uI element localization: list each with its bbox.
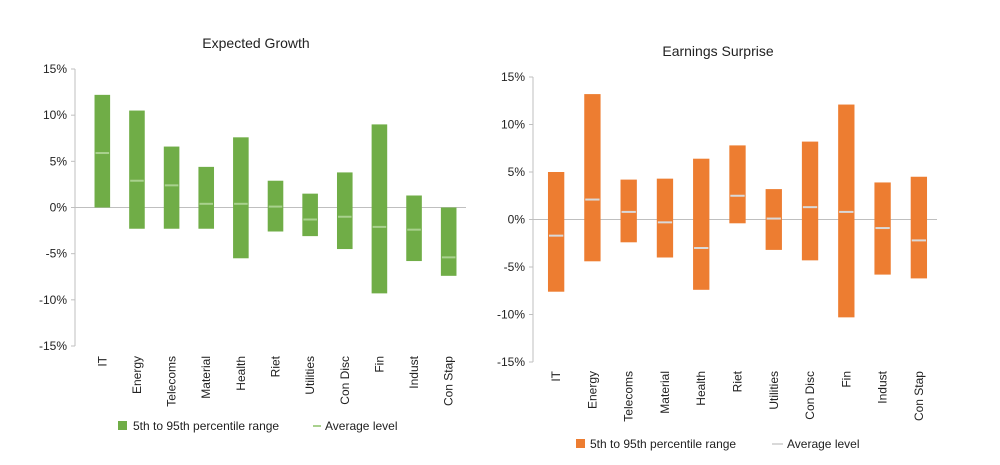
range-bar: [163, 146, 180, 229]
range-bar: [198, 166, 215, 229]
earnings-surprise-chart: Earnings Surprise 15% 10% 5% 0% -5% -10% -15% IT…: [497, 43, 937, 451]
category-label: Energy: [585, 371, 599, 409]
y-tick-label: 10%: [43, 108, 67, 122]
category-label: Riet: [731, 370, 745, 392]
range-bar: [440, 207, 457, 276]
range-bar: [406, 195, 422, 262]
range-bar: [910, 176, 928, 279]
y-tick-label: 15%: [43, 62, 67, 76]
y-tick-label: -10%: [497, 308, 525, 322]
y-tick-label: 5%: [508, 165, 526, 179]
range-bar: [547, 172, 565, 292]
legend-range-swatch: [118, 421, 127, 430]
y-tick-label: 5%: [50, 154, 68, 168]
category-label: Health: [234, 356, 248, 391]
expected-growth-chart: Expected Growth 15% 10% 5% 0% -5% -10% -15% IT En…: [39, 35, 466, 433]
category-label: Fin: [372, 356, 386, 373]
category-label: Con Stap: [442, 356, 456, 406]
chart-title: Expected Growth: [202, 35, 309, 51]
range-bar: [801, 141, 819, 261]
category-label: Indust: [876, 370, 890, 403]
legend-range-swatch: [576, 439, 585, 448]
range-bar: [302, 193, 318, 237]
y-tick-label: -5%: [504, 260, 526, 274]
category-label: Indust: [407, 355, 421, 388]
category-label: Telecoms: [165, 356, 179, 407]
y-tick-label: 10%: [501, 118, 525, 132]
category-label: Telecoms: [622, 371, 636, 422]
y-tick-label: -15%: [39, 339, 67, 353]
range-bar: [94, 94, 111, 208]
category-label: Utilities: [767, 371, 781, 410]
range-bar: [233, 137, 249, 259]
legend-range-label: 5th to 95th percentile range: [590, 437, 736, 451]
category-label: Energy: [130, 356, 144, 394]
range-bar: [729, 145, 746, 224]
y-tick-label: -15%: [497, 355, 525, 369]
legend-average-label: Average level: [787, 437, 860, 451]
category-label: Con Disc: [338, 356, 352, 405]
y-tick-label: 15%: [501, 70, 525, 84]
category-label: IT: [95, 355, 109, 366]
category-label: Material: [199, 356, 213, 399]
category-label: Riet: [269, 355, 283, 377]
y-tick-label: -10%: [39, 293, 67, 307]
y-tick-label: -5%: [46, 247, 68, 261]
y-tick-label: 0%: [50, 201, 68, 215]
category-label: Fin: [839, 371, 853, 388]
y-tick-label: 0%: [508, 213, 526, 227]
category-label: Con Stap: [912, 371, 926, 421]
legend-range-label: 5th to 95th percentile range: [133, 419, 279, 433]
category-label: Con Disc: [803, 371, 817, 420]
category-label: Material: [658, 371, 672, 414]
range-bar: [371, 124, 388, 294]
range-bar: [693, 158, 710, 290]
range-bar: [584, 94, 601, 262]
category-label: IT: [549, 370, 563, 381]
range-bar: [129, 110, 145, 229]
range-bar: [336, 172, 353, 250]
chart-title: Earnings Surprise: [662, 43, 773, 59]
legend-average-label: Average level: [325, 419, 398, 433]
category-label: Utilities: [303, 356, 317, 395]
category-label: Health: [694, 371, 708, 406]
range-bar: [656, 178, 674, 258]
